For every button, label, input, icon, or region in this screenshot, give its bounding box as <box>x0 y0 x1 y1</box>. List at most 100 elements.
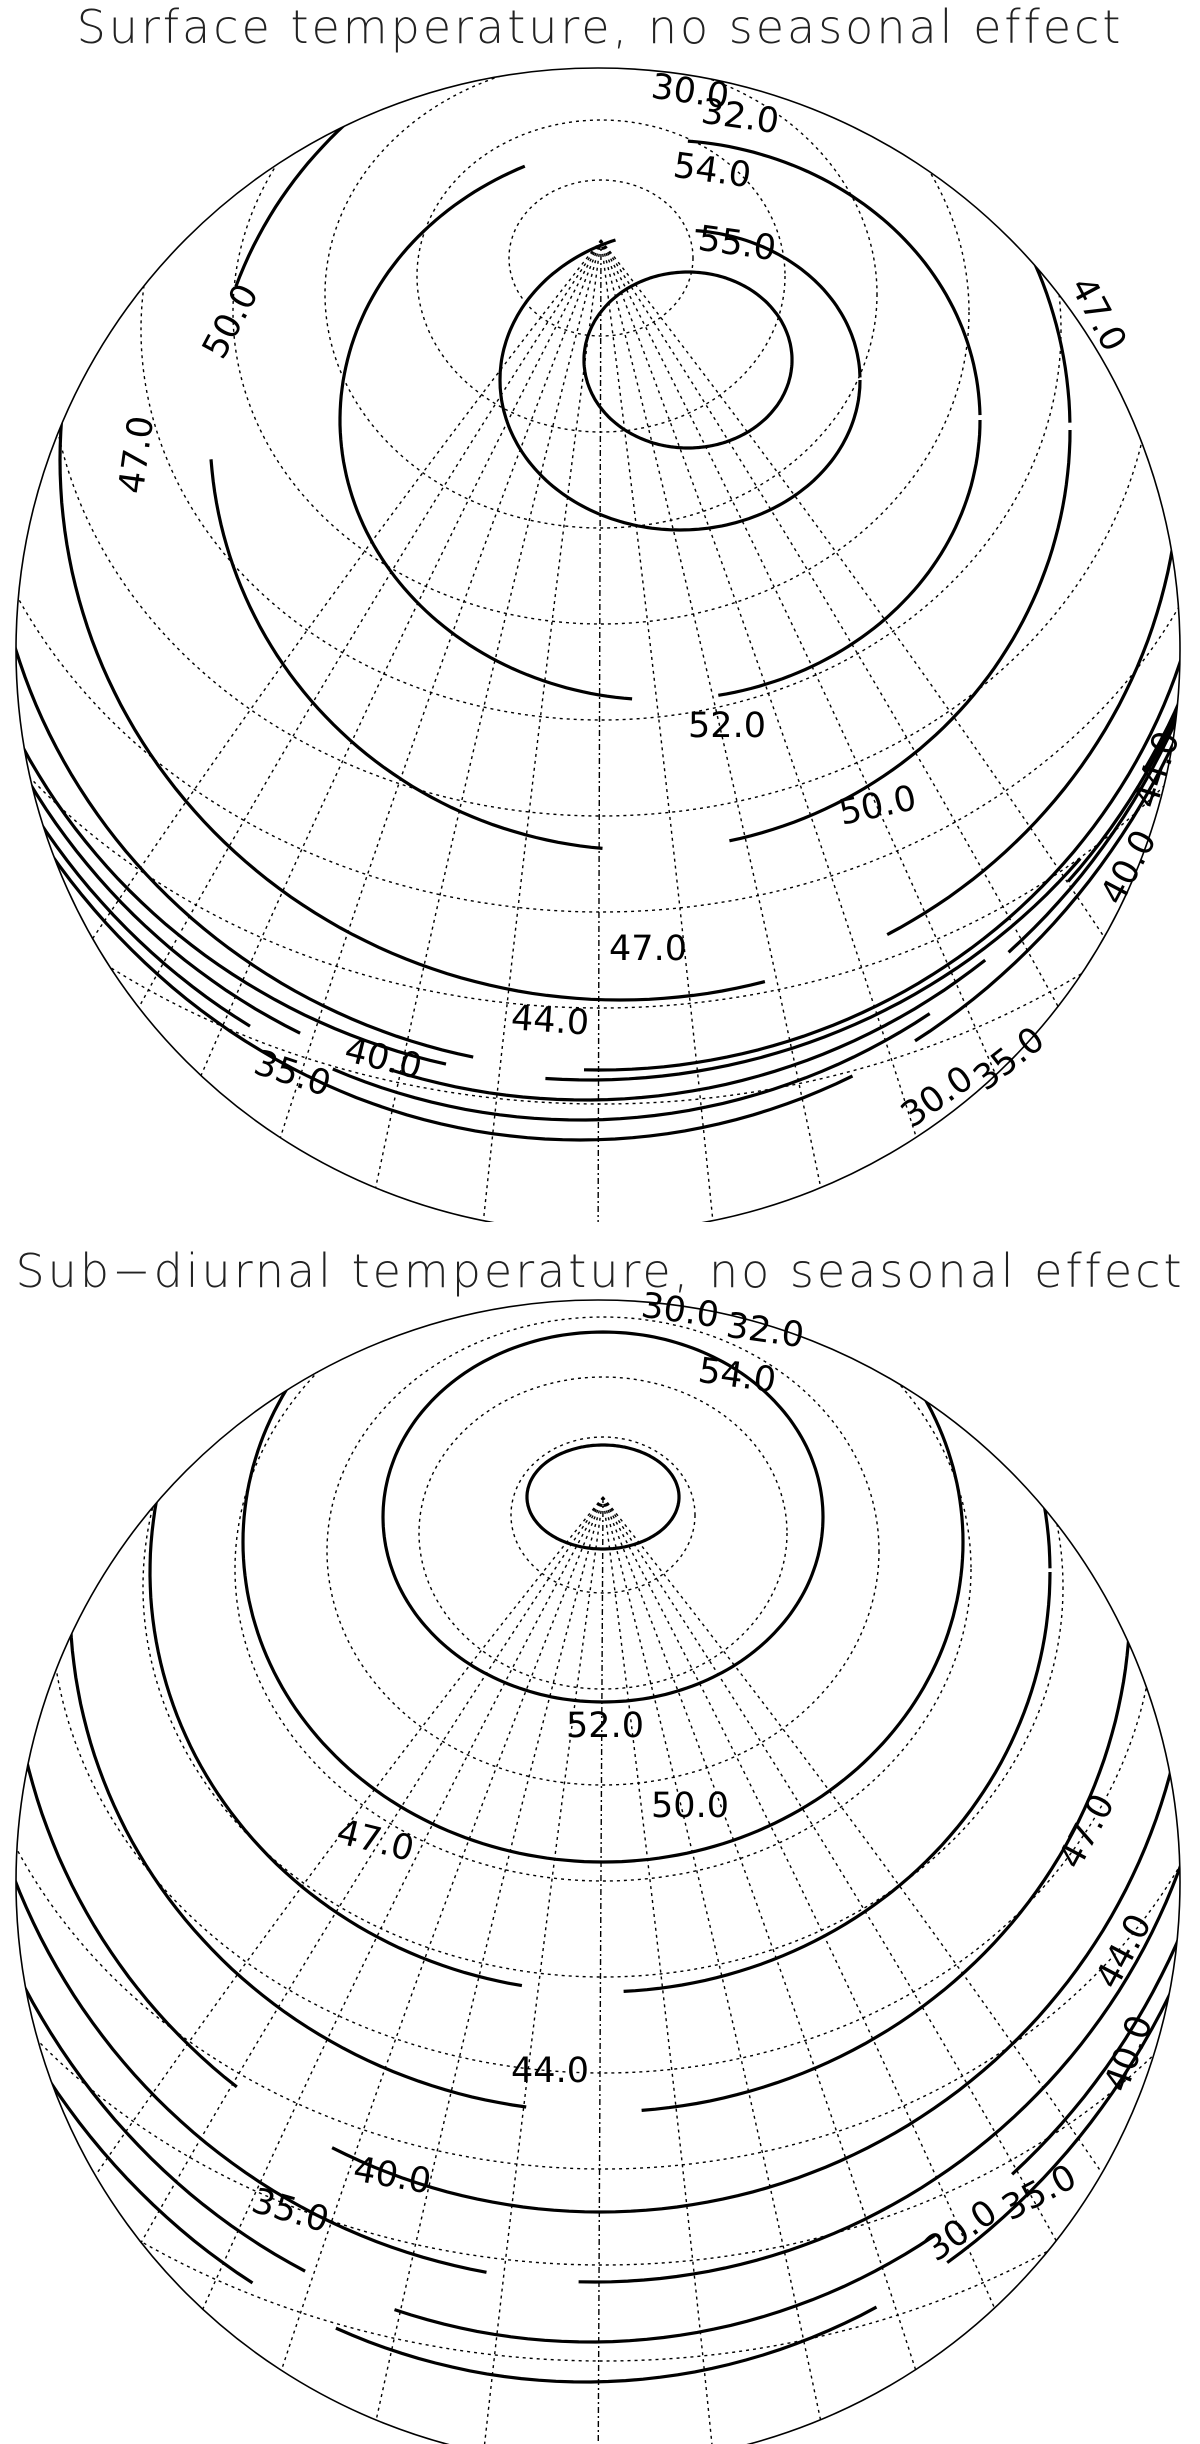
contour-label: 35.0 <box>249 1043 335 1105</box>
contour-label: 44.0 <box>1088 1908 1160 1996</box>
contour-line-35.0 <box>578 1641 1180 2284</box>
meridian-line <box>602 1496 839 2444</box>
contour-label: 55.0 <box>696 219 779 269</box>
parallel-line <box>510 1436 696 1594</box>
parallel-line <box>326 1316 880 1786</box>
contour-label: 50.0 <box>195 278 267 366</box>
contour-label: 35.0 <box>996 2157 1084 2229</box>
meridian-line <box>600 239 1079 1222</box>
contour-line-30.0 <box>16 68 1180 1142</box>
meridian-line <box>117 1496 604 2444</box>
meridian-line <box>477 239 602 1222</box>
contour-line-40.0 <box>16 1300 1082 2089</box>
meridian-line <box>602 1496 1079 2444</box>
parallel-line <box>16 68 1180 1009</box>
parallel-line <box>418 1376 788 1690</box>
subdiurnal-temperature-globe: 30.0 32.054.052.050.047.0 47.044.044.040.0… <box>15 1286 1181 2444</box>
contour-line-44.0 <box>880 1300 1132 1594</box>
contour-line-30.0 <box>335 2305 878 2384</box>
meridian-line <box>117 239 602 1222</box>
contour-line-50.0 <box>886 459 1180 937</box>
contour-label: 44.0 <box>1126 726 1188 812</box>
contour-label: 47.0 <box>112 413 162 496</box>
contour-line-54.0 <box>718 419 982 697</box>
contour-label: 44.0 <box>510 998 591 1043</box>
contour-line-47.0 <box>583 479 1180 1072</box>
contour-line-52.0 <box>677 68 1072 423</box>
graticule-grid <box>16 1300 1180 2444</box>
contour-label-group: 30.032.054.055.050.047.047.052.050.0 44.0… <box>112 67 1188 1136</box>
surface-temperature-panel: Surface temperature, no seasonal effect … <box>15 0 1188 1222</box>
contour-label: 47.0 <box>333 1812 418 1870</box>
contour-line-44.0 <box>1142 459 1180 771</box>
parallel-line <box>234 1300 972 1882</box>
contour-line-30.0 <box>1011 1641 1180 2176</box>
meridian-line <box>600 239 839 1222</box>
contour-line-40.0 <box>1133 1372 1180 1612</box>
meridian-line <box>602 1496 1180 2444</box>
meridian-line <box>477 1496 604 2444</box>
contour-line-44.0 <box>68 1300 795 2109</box>
meridian-line <box>600 239 719 1222</box>
contour-label: 54.0 <box>696 1351 779 1401</box>
parallel-line <box>16 1300 1180 2170</box>
contour-line-44.0 <box>16 68 1180 1066</box>
contour-line-47.0 <box>148 1300 1052 1988</box>
contour-line-35.0 <box>332 1012 931 1122</box>
contour-label: 50.0 <box>836 778 921 833</box>
parallel-line <box>508 179 694 337</box>
contour-label: 40.0 <box>341 1030 426 1088</box>
contour-line-54.0 <box>338 164 633 701</box>
contour-line-50.0 <box>58 389 766 1002</box>
meridian-line <box>16 1496 604 2444</box>
contour-label: 40.0 <box>1097 2010 1161 2097</box>
contour-label-group: 30.0 32.054.052.050.047.0 47.044.044.040.0… <box>247 1286 1161 2270</box>
subdiurnal-temperature-panel: Sub−diurnal temperature, no seasonal eff… <box>0 1222 1200 2444</box>
contour-line-52.0 <box>729 429 1072 843</box>
parallel-line <box>50 1300 1156 2074</box>
contour-label: 52.0 <box>688 706 766 746</box>
chart-title: Sub−diurnal temperature, no seasonal eff… <box>15 1244 1185 1298</box>
surface-temperature-globe: 30.032.054.055.050.047.047.052.050.0 44.0… <box>15 67 1188 1222</box>
contour-line-52.0 <box>582 270 794 450</box>
parallel-line <box>140 68 1062 721</box>
contour-line-47.0 <box>16 387 474 1059</box>
contour-line-52.0 <box>381 1330 825 1704</box>
contour-line-40.0 <box>1066 439 1180 883</box>
contour-label: 40.0 <box>350 2150 434 2203</box>
parallel-line <box>232 68 970 625</box>
contour-lines <box>16 68 1180 1142</box>
globe-outline <box>15 1299 1181 2444</box>
contour-line-54.0 <box>687 139 982 416</box>
contour-line-50.0 <box>241 1300 965 1864</box>
meridian-line <box>602 1496 959 2444</box>
meridian-line <box>597 1496 604 2444</box>
parallel-line <box>324 68 878 529</box>
contour-line-47.0 <box>1007 68 1180 481</box>
contour-label: 50.0 <box>651 1786 729 1826</box>
contour-label: 47.0 <box>609 929 687 969</box>
contour-label: 35.0 <box>966 1019 1052 1099</box>
contour-line-52.0 <box>209 459 603 850</box>
graticule-grid <box>16 68 1180 1222</box>
meridian-line <box>602 1496 719 2444</box>
meridian-line <box>357 239 602 1222</box>
meridian-line <box>357 1496 604 2444</box>
globe-outline <box>15 67 1181 1222</box>
contour-label: 52.0 <box>566 1706 644 1746</box>
contour-label: 47.0 <box>1051 1788 1123 1876</box>
meridian-line <box>16 1496 604 2444</box>
contour-line-40.0 <box>331 1621 1180 2214</box>
contour-label: 30.0 <box>639 1286 722 1336</box>
contour-label: 54.0 <box>671 146 754 196</box>
meridian-line <box>237 239 602 1222</box>
contour-line-35.0 <box>16 1300 1180 2274</box>
contour-line-47.0 <box>623 1571 1052 1993</box>
meridian-line <box>600 239 959 1222</box>
contour-label: 35.0 <box>247 2181 333 2241</box>
contour-line-30.0 <box>394 2234 936 2344</box>
contour-label: 30.0 <box>918 2192 1005 2269</box>
parallel-line <box>142 1300 1064 1978</box>
contour-label: 44.0 <box>511 2051 589 2091</box>
contour-line-55.0 <box>695 229 862 378</box>
